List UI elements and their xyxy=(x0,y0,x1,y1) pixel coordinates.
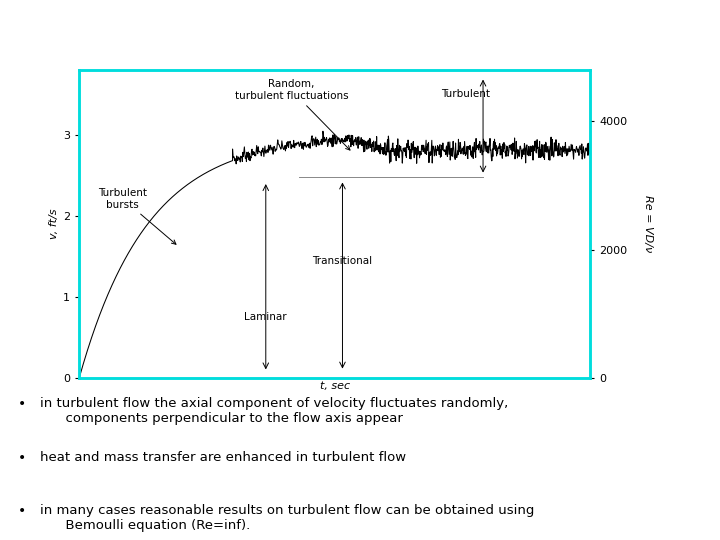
Text: Transitional: Transitional xyxy=(312,255,372,266)
X-axis label: t, sec: t, sec xyxy=(320,381,350,391)
Text: Laminar: Laminar xyxy=(245,312,287,322)
Text: •: • xyxy=(18,451,26,465)
Text: Turbulent: Turbulent xyxy=(441,90,490,99)
Text: Random,
turbulent fluctuations: Random, turbulent fluctuations xyxy=(235,79,350,150)
Text: Turbulent
bursts: Turbulent bursts xyxy=(98,188,176,244)
Text: heat and mass transfer are enhanced in turbulent flow: heat and mass transfer are enhanced in t… xyxy=(40,451,406,464)
Y-axis label: Re = VD/ν: Re = VD/ν xyxy=(642,195,652,253)
Text: •: • xyxy=(18,397,26,411)
Text: in many cases reasonable results on turbulent flow can be obtained using
      B: in many cases reasonable results on turb… xyxy=(40,504,534,532)
Text: •: • xyxy=(18,504,26,518)
Text: Turbulent flow: Turbulent flow xyxy=(233,18,487,52)
Y-axis label: v, ft/s: v, ft/s xyxy=(49,209,59,239)
Text: in turbulent flow the axial component of velocity fluctuates randomly,
      com: in turbulent flow the axial component of… xyxy=(40,397,508,426)
